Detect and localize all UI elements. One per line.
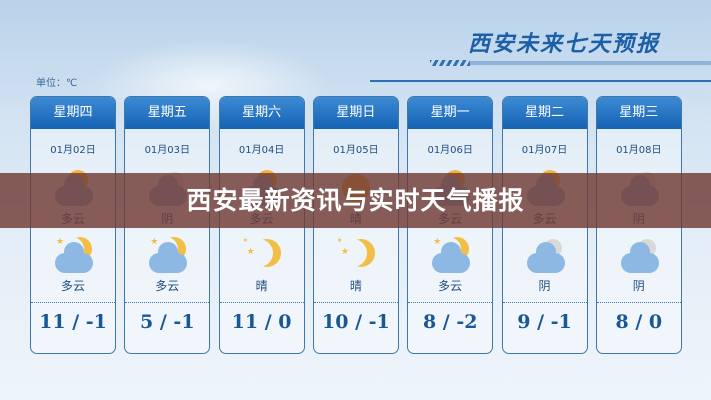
- night-weather: 晴: [349, 279, 362, 293]
- date-label: 01月03日: [144, 145, 191, 156]
- date-label: 01月06日: [427, 145, 473, 156]
- temperature-range: 10 / -1: [322, 311, 390, 333]
- night-weather: 多云: [155, 279, 180, 293]
- night-weather: 多云: [438, 279, 463, 293]
- temperature-range: 5 / -1: [140, 311, 195, 333]
- temperature-range: 8 / -2: [422, 311, 478, 333]
- night-weather: 阴: [632, 279, 645, 293]
- weekday-label: 星期六: [219, 97, 304, 129]
- date-label: 01月04日: [238, 145, 285, 156]
- headline-banner: 西安最新资讯与实时天气播报: [0, 173, 711, 228]
- divider: [408, 302, 493, 303]
- divider: [219, 302, 304, 303]
- date-label: 01月02日: [50, 145, 96, 156]
- forecast-title: 西安未来七天预报: [468, 32, 661, 57]
- title-bar: [470, 61, 711, 65]
- night-weather: 多云: [60, 279, 85, 293]
- partly-cloudy-night-icon: ★: [427, 237, 473, 275]
- clear-night-icon: ★ ★: [333, 237, 379, 275]
- divider: [31, 302, 115, 303]
- title-stripes: [430, 60, 470, 66]
- unit-label: 单位：℃: [36, 78, 78, 89]
- date-label: 01月05日: [333, 145, 379, 156]
- clear-night-icon: ★ ★: [239, 237, 285, 275]
- date-label: 01月07日: [521, 145, 568, 156]
- night-weather: 阴: [538, 279, 551, 293]
- overcast-icon: [616, 237, 662, 275]
- weekday-label: 星期一: [408, 97, 493, 129]
- divider: [125, 302, 210, 303]
- temperature-range: 9 / -1: [517, 311, 572, 333]
- partly-cloudy-night-icon: ★: [144, 237, 190, 275]
- temperature-range: 8 / 0: [615, 311, 663, 333]
- weekday-label: 星期四: [31, 97, 115, 129]
- date-label: 01月08日: [616, 145, 662, 156]
- overcast-icon: [522, 237, 568, 275]
- divider: [502, 302, 587, 303]
- weekday-label: 星期日: [313, 97, 398, 129]
- partly-cloudy-night-icon: ★: [50, 237, 96, 275]
- title-underline: [370, 80, 711, 82]
- weekday-label: 星期五: [125, 97, 210, 129]
- temperature-range: 11 / 0: [231, 311, 292, 333]
- temperature-range: 11 / -1: [39, 311, 107, 333]
- divider: [313, 302, 398, 303]
- weekday-label: 星期二: [502, 97, 587, 129]
- divider: [596, 302, 681, 303]
- night-weather: 晴: [255, 279, 268, 293]
- weekday-label: 星期三: [596, 97, 681, 129]
